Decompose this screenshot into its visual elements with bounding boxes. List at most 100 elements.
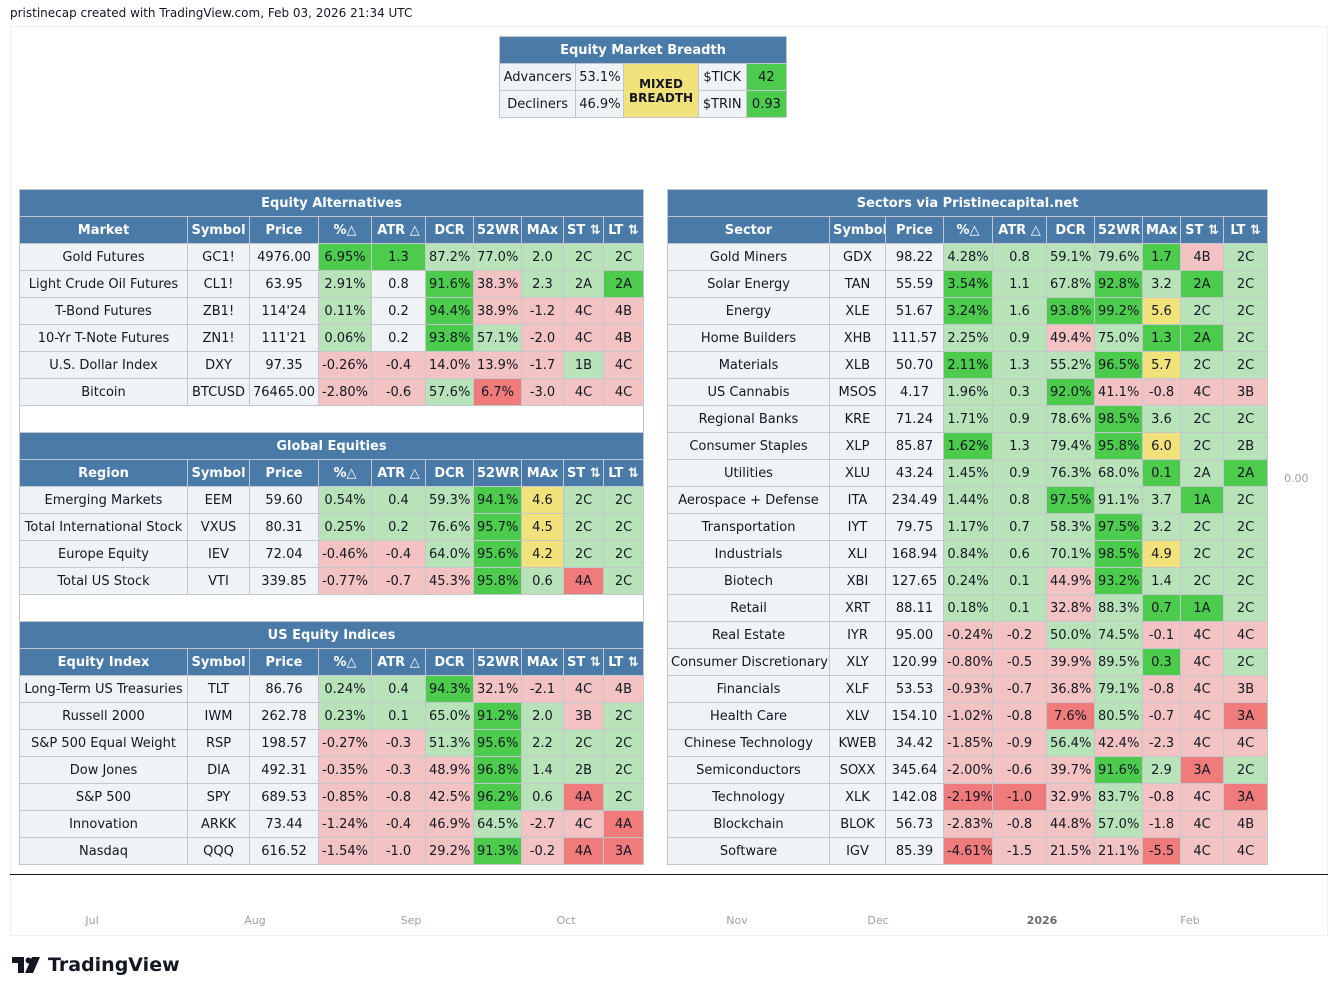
cell-atr: 0.7: [992, 513, 1047, 541]
table-row: T-Bond Futures ZB1! 114'24 0.11% 0.2 94.4% 38.…: [19, 297, 644, 325]
column-header[interactable]: LT ⇅: [603, 216, 644, 244]
cell-st: 4C: [1180, 702, 1224, 730]
column-header[interactable]: DCR: [425, 648, 474, 676]
cell-symbol: ITA: [829, 486, 886, 514]
cell-: 0.54%: [318, 486, 372, 514]
column-header[interactable]: Price: [249, 459, 319, 487]
column-header[interactable]: DCR: [1046, 216, 1095, 244]
cell-st: 4C: [1180, 378, 1224, 406]
column-header[interactable]: Price: [249, 648, 319, 676]
cell-: -0.85%: [318, 783, 372, 811]
column-header[interactable]: 52WR: [1094, 216, 1143, 244]
column-header[interactable]: %△: [318, 459, 372, 487]
column-header[interactable]: ST ⇅: [563, 648, 604, 676]
cell-atr: 0.2: [371, 513, 426, 541]
cell-lt: 4B: [603, 297, 644, 325]
row-label: Technology: [667, 783, 830, 811]
row-label: 10-Yr T-Note Futures: [19, 324, 188, 352]
column-header[interactable]: DCR: [425, 459, 474, 487]
column-header[interactable]: Market: [19, 216, 188, 244]
row-label: U.S. Dollar Index: [19, 351, 188, 379]
column-header[interactable]: Symbol: [829, 216, 886, 244]
cell-max: 1.7: [1142, 243, 1181, 271]
cell-st: 4C: [563, 324, 604, 352]
column-header[interactable]: Symbol: [187, 648, 250, 676]
column-header[interactable]: Price: [249, 216, 319, 244]
column-header[interactable]: Price: [885, 216, 944, 244]
column-header[interactable]: ATR △: [992, 216, 1047, 244]
section-title: Equity Alternatives: [19, 189, 644, 217]
row-label: Gold Futures: [19, 243, 188, 271]
cell-price: 73.44: [249, 810, 319, 838]
column-header[interactable]: 52WR: [473, 648, 522, 676]
column-header[interactable]: ATR △: [371, 459, 426, 487]
cell-atr: -0.7: [371, 567, 426, 595]
cell-st: 2A: [1180, 459, 1224, 487]
cell-price: 262.78: [249, 702, 319, 730]
chart-pane[interactable]: [10, 26, 1328, 936]
column-header[interactable]: MAx: [1142, 216, 1181, 244]
header-row: Market Symbol Price %△ ATR △ DCR 52WR MAx ST ⇅ LT…: [19, 216, 644, 244]
column-header[interactable]: LT ⇅: [603, 648, 644, 676]
cell-dcr: 59.3%: [425, 486, 474, 514]
cell-lt: 2C: [1222, 297, 1269, 325]
decliners-label: Decliners: [498, 90, 577, 118]
column-header[interactable]: MAx: [521, 216, 564, 244]
column-header[interactable]: MAx: [521, 648, 564, 676]
cell-st: 4C: [1180, 810, 1224, 838]
column-header[interactable]: ATR △: [371, 648, 426, 676]
cell-max: -0.2: [521, 837, 564, 865]
column-header[interactable]: Sector: [667, 216, 830, 244]
cell-atr: 0.9: [992, 324, 1047, 352]
column-header[interactable]: LT ⇅: [1222, 216, 1269, 244]
cell-: 2.25%: [943, 324, 993, 352]
column-header[interactable]: 52WR: [473, 216, 522, 244]
cell-atr: -0.4: [371, 351, 426, 379]
cell-dcr: 48.9%: [425, 756, 474, 784]
column-header[interactable]: %△: [318, 648, 372, 676]
column-header[interactable]: ST ⇅: [1180, 216, 1224, 244]
row-label: Semiconductors: [667, 756, 830, 784]
cell-52wr: 42.4%: [1094, 729, 1143, 757]
cell-max: -1.2: [521, 297, 564, 325]
column-header[interactable]: ST ⇅: [563, 216, 604, 244]
cell-st: 1A: [1180, 594, 1224, 622]
table-row: Health Care XLV 154.10 -1.02% -0.8 7.6% 80.5% -…: [667, 702, 1269, 730]
cell-price: 111'21: [249, 324, 319, 352]
cell-dcr: 32.9%: [1046, 783, 1095, 811]
column-header[interactable]: ST ⇅: [563, 459, 604, 487]
column-header[interactable]: Equity Index: [19, 648, 188, 676]
cell-max: -2.1: [521, 675, 564, 703]
tradingview-logo[interactable]: TradingView: [12, 954, 180, 976]
column-header[interactable]: Symbol: [187, 459, 250, 487]
cell-52wr: 97.5%: [1094, 513, 1143, 541]
cell-dcr: 50.0%: [1046, 621, 1095, 649]
row-label: Chinese Technology: [667, 729, 830, 757]
cell-: 0.84%: [943, 540, 993, 568]
cell-st: 4C: [1180, 783, 1224, 811]
cell-max: -1.7: [521, 351, 564, 379]
cell-dcr: 46.9%: [425, 810, 474, 838]
column-header[interactable]: DCR: [425, 216, 474, 244]
cell-atr: 0.9: [992, 405, 1047, 433]
cell-atr: 0.8: [992, 486, 1047, 514]
cell-price: 59.60: [249, 486, 319, 514]
column-header[interactable]: LT ⇅: [603, 459, 644, 487]
cell-dcr: 44.9%: [1046, 567, 1095, 595]
table-row: Aerospace + Defense ITA 234.49 1.44% 0.8 97.5…: [667, 486, 1269, 514]
cell-max: 4.2: [521, 540, 564, 568]
cell-price: 168.94: [885, 540, 944, 568]
cell-atr: -0.8: [992, 810, 1047, 838]
column-header[interactable]: %△: [318, 216, 372, 244]
column-header[interactable]: 52WR: [473, 459, 522, 487]
cell-price: 71.24: [885, 405, 944, 433]
column-header[interactable]: MAx: [521, 459, 564, 487]
column-header[interactable]: %△: [943, 216, 993, 244]
row-label: US Cannabis: [667, 378, 830, 406]
table-row: Financials XLF 53.53 -0.93% -0.7 36.8% 79.1% -0…: [667, 675, 1269, 703]
column-header[interactable]: Region: [19, 459, 188, 487]
column-header[interactable]: Symbol: [187, 216, 250, 244]
cell-: 0.06%: [318, 324, 372, 352]
column-header[interactable]: ATR △: [371, 216, 426, 244]
cell-symbol: XRT: [829, 594, 886, 622]
